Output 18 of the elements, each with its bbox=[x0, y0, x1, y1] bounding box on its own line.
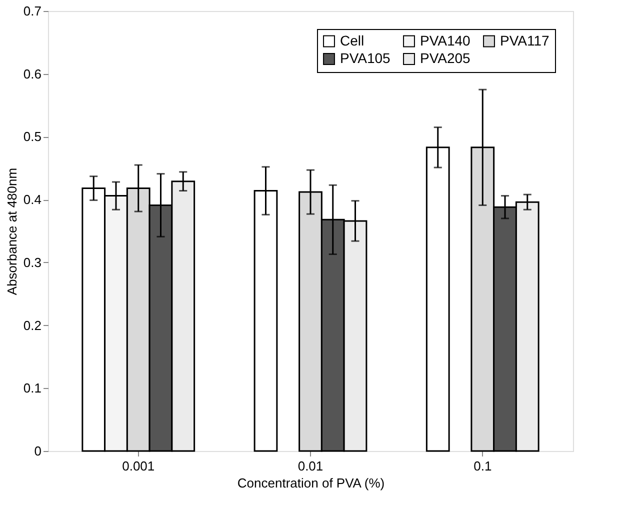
y-tick-label: 0.7 bbox=[23, 4, 42, 18]
legend-label: PVA205 bbox=[420, 50, 471, 66]
x-tick-label: 0.001 bbox=[122, 458, 155, 474]
y-tick-label: 0.5 bbox=[23, 129, 42, 144]
y-tick-label: 0.3 bbox=[23, 254, 42, 270]
y-tick-label: 0.1 bbox=[23, 380, 42, 396]
legend-label: PVA105 bbox=[340, 50, 391, 66]
y-tick-label: 0.2 bbox=[23, 318, 42, 333]
x-tick-label: 0.01 bbox=[298, 458, 324, 474]
legend-label: PVA117 bbox=[500, 32, 550, 48]
x-tick-label: 0.1 bbox=[474, 458, 492, 474]
legend-label: PVA140 bbox=[420, 32, 471, 48]
legend-label: Cell bbox=[340, 32, 364, 48]
x-axis-title: Concentration of PVA (%) bbox=[237, 476, 385, 490]
y-tick-label: 0.6 bbox=[23, 66, 42, 82]
y-tick-label: 0.4 bbox=[23, 192, 42, 208]
y-tick-label: 0 bbox=[34, 444, 42, 458]
y-axis-title: Absorbance at 480nm bbox=[4, 168, 20, 296]
